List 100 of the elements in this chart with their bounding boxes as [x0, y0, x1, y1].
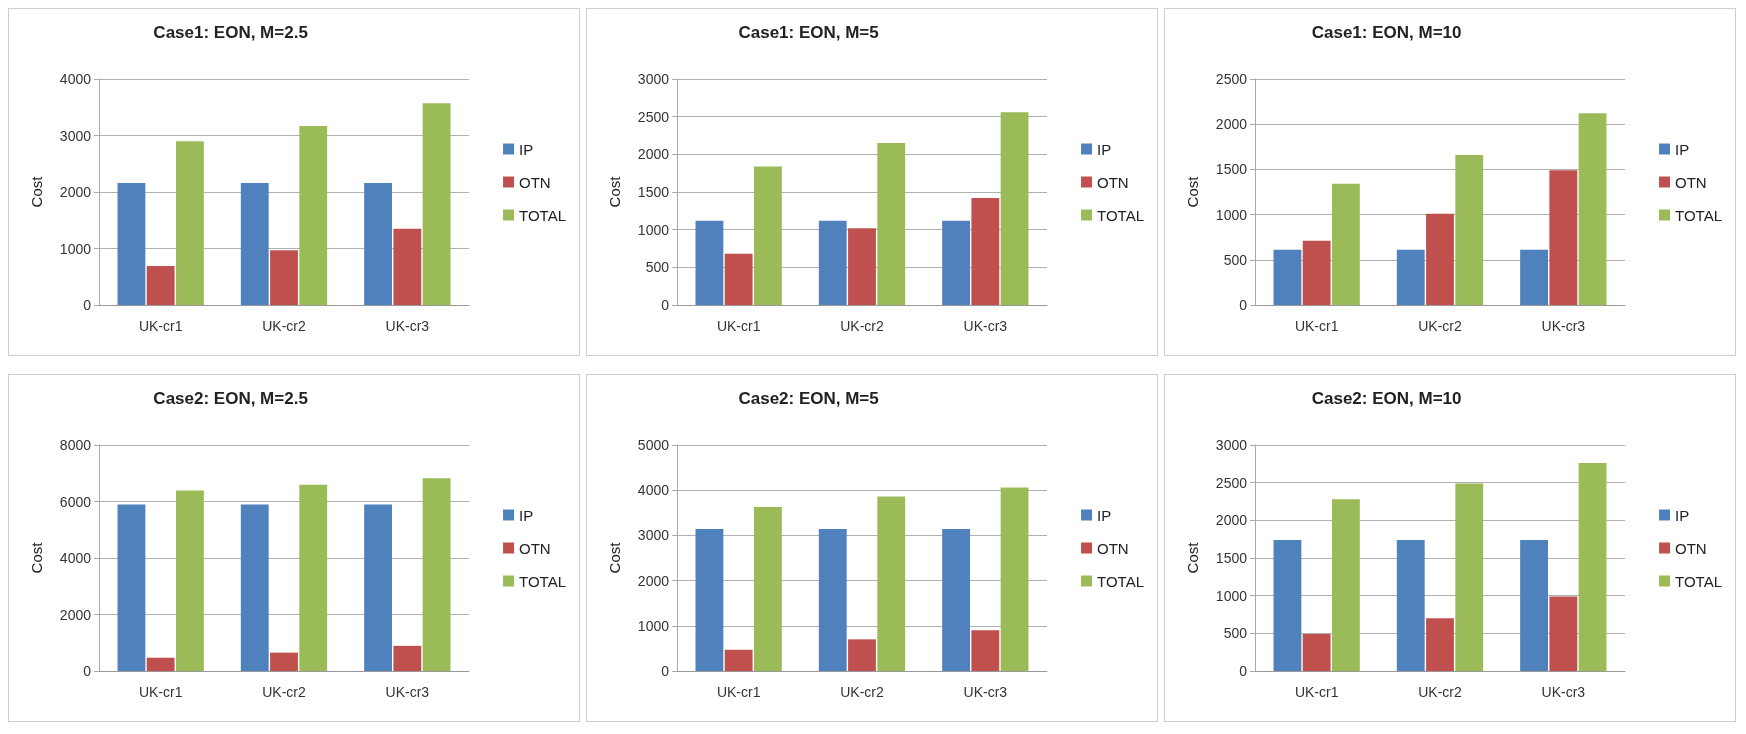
bar	[393, 645, 422, 671]
x-tick-label: UK-cr1	[1294, 318, 1339, 334]
bar	[695, 220, 724, 305]
y-tick-label: 1000	[1215, 206, 1248, 223]
x-tick-label: UK-cr3	[385, 318, 430, 334]
y-tick-label: 2000	[637, 146, 670, 163]
legend-label: TOTAL	[1097, 206, 1145, 224]
y-axis-title: Cost	[606, 541, 623, 574]
y-axis-title: Cost	[28, 175, 45, 208]
legend-label: OTN	[1097, 173, 1129, 191]
y-tick-label: 2000	[59, 184, 92, 200]
y-tick-label: 1000	[1215, 587, 1248, 604]
bar	[1426, 618, 1454, 671]
legend-label: TOTAL	[1675, 206, 1723, 224]
bar	[724, 649, 753, 671]
legend-label: IP	[1097, 140, 1112, 158]
y-tick-label: 0	[661, 297, 670, 313]
y-axis-title: Cost	[606, 175, 623, 208]
bar	[1273, 249, 1302, 305]
legend-label: TOTAL	[519, 572, 567, 590]
x-tick-label: UK-cr1	[716, 684, 761, 700]
x-tick-label: UK-cr1	[1294, 684, 1339, 700]
x-tick-label: UK-cr3	[963, 318, 1008, 334]
legend-label: OTN	[519, 173, 551, 191]
y-tick-label: 0	[83, 663, 92, 679]
bar	[942, 529, 971, 671]
bar	[1549, 596, 1578, 671]
y-tick-label: 1500	[1215, 550, 1248, 566]
bar	[175, 490, 204, 671]
y-tick-label: 4000	[59, 71, 92, 87]
y-axis-title: Cost	[1184, 175, 1201, 208]
y-axis-title: Cost	[1184, 541, 1201, 574]
x-tick-label: UK-cr3	[1541, 318, 1586, 334]
y-tick-label: 1500	[637, 184, 670, 200]
x-tick-label: UK-cr1	[138, 684, 183, 700]
bar	[1000, 487, 1029, 671]
y-tick-label: 500	[645, 259, 670, 276]
legend-label: OTN	[1675, 173, 1707, 191]
y-tick-label: 3000	[637, 71, 670, 87]
y-tick-label: 6000	[59, 493, 92, 510]
bar	[1396, 249, 1425, 305]
x-tick-label: UK-cr2	[1418, 318, 1462, 334]
legend-label: TOTAL	[1675, 572, 1723, 590]
bar	[393, 228, 422, 305]
y-tick-label: 4000	[59, 550, 92, 566]
bar	[753, 506, 782, 671]
bar	[117, 182, 146, 305]
y-tick-label: 500	[1223, 251, 1248, 268]
chart-title: Case2: EON, M=10	[1311, 389, 1462, 408]
x-tick-label: UK-cr2	[262, 318, 306, 334]
y-tick-label: 2000	[637, 572, 670, 589]
x-tick-label: UK-cr1	[138, 318, 183, 334]
bar	[942, 220, 971, 305]
y-tick-label: 8000	[59, 437, 92, 453]
y-tick-label: 500	[1223, 625, 1248, 642]
y-tick-label: 1000	[637, 221, 670, 238]
bar	[240, 182, 269, 305]
y-tick-label: 2500	[1215, 71, 1248, 87]
chart-title: Case2: EON, M=5	[738, 389, 879, 408]
x-tick-label: UK-cr2	[840, 318, 884, 334]
y-tick-label: 0	[661, 663, 670, 679]
bar	[818, 529, 847, 671]
y-tick-label: 2000	[1215, 116, 1248, 133]
bar	[1549, 170, 1578, 305]
bar	[971, 198, 1000, 305]
bar	[1426, 213, 1454, 305]
x-tick-label: UK-cr2	[840, 684, 884, 700]
y-tick-label: 2500	[637, 108, 670, 125]
x-tick-label: UK-cr1	[716, 318, 761, 334]
chart-title: Case1: EON, M=5	[738, 23, 879, 42]
legend-label: OTN	[519, 539, 551, 557]
y-tick-label: 2500	[1215, 474, 1248, 491]
y-tick-label: 2000	[59, 606, 92, 623]
bar	[364, 504, 393, 671]
bar	[1455, 154, 1484, 305]
bar	[240, 504, 269, 671]
legend-label: OTN	[1675, 539, 1707, 557]
bar	[299, 484, 328, 671]
y-axis-title: Cost	[28, 541, 45, 574]
bar	[1302, 240, 1331, 305]
bar	[1578, 463, 1607, 671]
legend-label: OTN	[1097, 539, 1129, 557]
x-tick-label: UK-cr3	[385, 684, 430, 700]
legend-label: TOTAL	[1097, 572, 1145, 590]
y-tick-label: 0	[1239, 297, 1248, 313]
bar	[1396, 539, 1425, 671]
bar	[364, 182, 393, 305]
bar	[1000, 112, 1029, 305]
bar	[117, 504, 146, 671]
bar	[299, 125, 328, 305]
bar	[971, 630, 1000, 671]
y-tick-label: 1000	[59, 240, 92, 257]
chart-title: Case1: EON, M=2.5	[153, 23, 308, 42]
bar	[724, 253, 753, 305]
bar	[848, 228, 876, 305]
y-tick-label: 3000	[59, 127, 92, 144]
legend-label: TOTAL	[519, 206, 567, 224]
bar	[146, 657, 175, 671]
bar	[1578, 113, 1607, 305]
bar	[1331, 499, 1360, 671]
